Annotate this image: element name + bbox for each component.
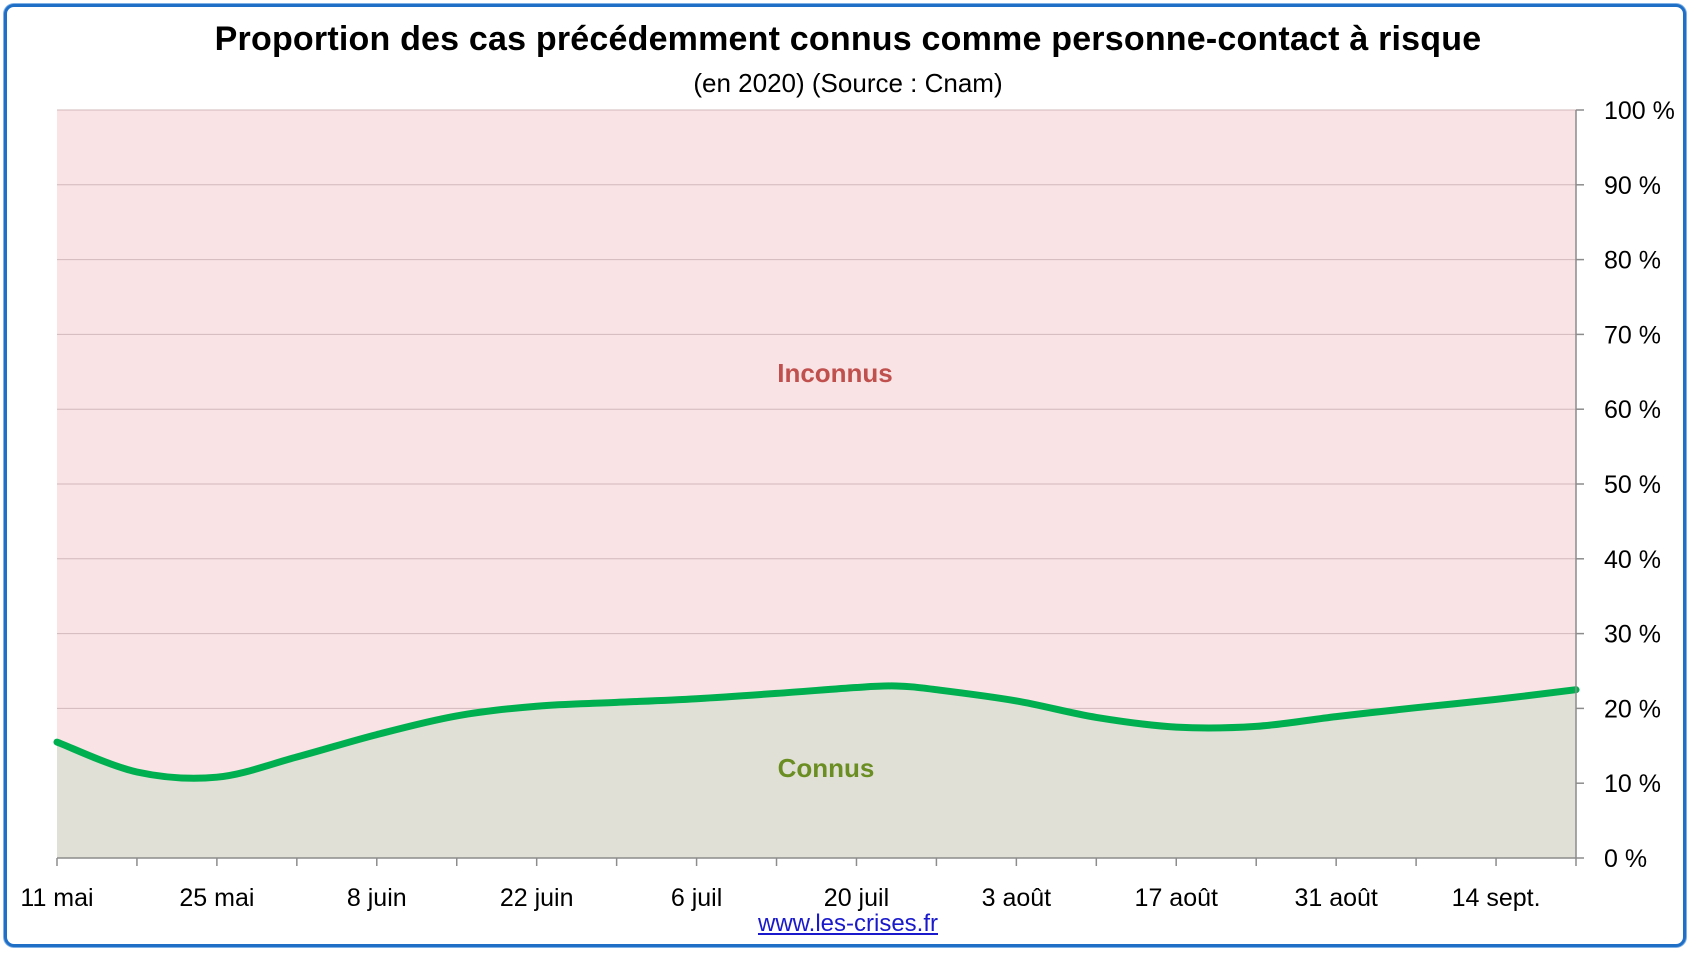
y-tick-label: 80 % — [1604, 247, 1661, 275]
y-tick-label: 20 % — [1604, 695, 1661, 723]
x-tick-label: 11 mai — [20, 884, 93, 912]
label-inconnus: Inconnus — [777, 358, 893, 388]
y-tick-label: 90 % — [1604, 172, 1661, 200]
x-tick-label: 22 juin — [500, 884, 574, 912]
y-tick-label: 100 % — [1604, 97, 1675, 125]
x-tick-label: 31 août — [1294, 884, 1377, 912]
chart-title: Proportion des cas précédemment connus c… — [214, 20, 1482, 58]
x-axis-ticks: 11 mai 25 mai 8 juin 22 juin 6 juil 20 juil 3 … — [20, 858, 1577, 912]
source-link[interactable]: www.les-crises.fr — [757, 910, 938, 937]
line-connus — [53, 682, 1580, 782]
y-tick-label: 30 % — [1604, 621, 1661, 649]
y-axis-ticks: 0 % 10 % 20 % 30 % 40 % 50 % 60 % 70 % 80 % 90 % 1… — [1576, 97, 1675, 873]
x-tick-label: 6 juil — [671, 884, 722, 912]
x-tick-label: 25 mai — [179, 884, 254, 912]
x-tick-label: 17 août — [1135, 884, 1218, 912]
y-tick-label: 50 % — [1604, 471, 1661, 499]
label-connus: Connus — [778, 753, 875, 783]
x-tick-label: 3 août — [982, 884, 1052, 912]
y-tick-label: 10 % — [1604, 770, 1661, 798]
x-tick-label: 8 juin — [347, 884, 407, 912]
y-tick-label: 0 % — [1604, 845, 1647, 873]
x-tick-label: 14 sept. — [1452, 884, 1541, 912]
y-tick-label: 40 % — [1604, 546, 1661, 574]
x-tick-label: 20 juil — [824, 884, 889, 912]
chart-subtitle: (en 2020) (Source : Cnam) — [693, 68, 1003, 98]
y-tick-label: 60 % — [1604, 396, 1661, 424]
y-tick-label: 70 % — [1604, 321, 1661, 349]
